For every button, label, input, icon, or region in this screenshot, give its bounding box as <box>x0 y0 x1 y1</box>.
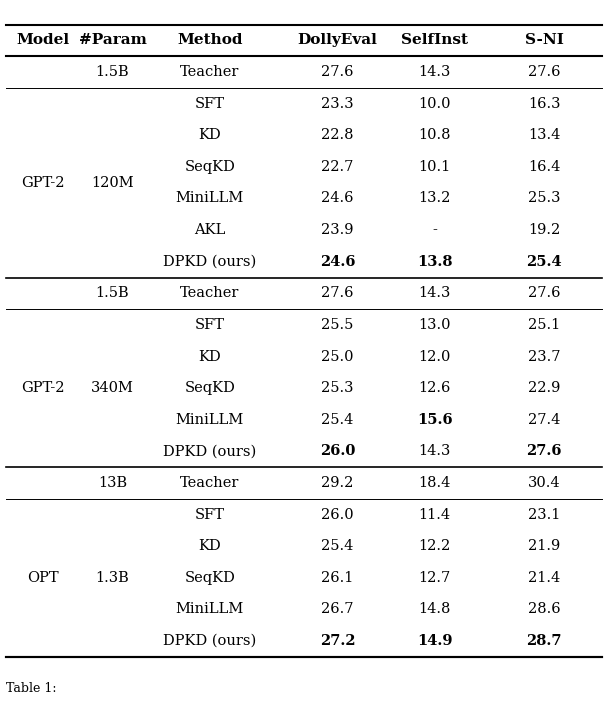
Text: 27.2: 27.2 <box>320 634 355 648</box>
Text: 14.8: 14.8 <box>418 603 451 617</box>
Text: 14.3: 14.3 <box>418 287 451 301</box>
Text: SFT: SFT <box>195 96 225 111</box>
Text: Model: Model <box>16 34 69 47</box>
Text: 13.2: 13.2 <box>418 191 451 206</box>
Text: DPKD (ours): DPKD (ours) <box>163 255 257 269</box>
Text: SeqKD: SeqKD <box>184 571 235 585</box>
Text: 12.6: 12.6 <box>418 381 451 395</box>
Text: 24.6: 24.6 <box>320 255 355 269</box>
Text: SeqKD: SeqKD <box>184 381 235 395</box>
Text: KD: KD <box>198 128 221 142</box>
Text: S-NI: S-NI <box>525 34 564 47</box>
Text: 21.4: 21.4 <box>528 571 561 585</box>
Text: 12.0: 12.0 <box>418 350 451 363</box>
Text: 26.7: 26.7 <box>321 603 354 617</box>
Text: 15.6: 15.6 <box>417 413 452 427</box>
Text: 14.3: 14.3 <box>418 65 451 79</box>
Text: 24.6: 24.6 <box>321 191 354 206</box>
Text: 25.5: 25.5 <box>321 318 354 332</box>
Text: KD: KD <box>198 539 221 553</box>
Text: 13.4: 13.4 <box>528 128 561 142</box>
Text: 18.4: 18.4 <box>418 476 451 490</box>
Text: Teacher: Teacher <box>180 476 240 490</box>
Text: 27.6: 27.6 <box>528 287 561 301</box>
Text: 28.6: 28.6 <box>528 603 561 617</box>
Text: 22.7: 22.7 <box>321 160 354 174</box>
Text: OPT: OPT <box>27 571 58 585</box>
Text: GPT-2: GPT-2 <box>21 381 64 395</box>
Text: MiniLLM: MiniLLM <box>176 191 244 206</box>
Text: Method: Method <box>177 34 243 47</box>
Text: 26.0: 26.0 <box>320 444 355 458</box>
Text: SFT: SFT <box>195 318 225 332</box>
Text: 25.1: 25.1 <box>528 318 561 332</box>
Text: 120M: 120M <box>91 176 134 189</box>
Text: 19.2: 19.2 <box>528 223 561 237</box>
Text: 25.4: 25.4 <box>321 413 354 427</box>
Text: 16.3: 16.3 <box>528 96 561 111</box>
Text: 16.4: 16.4 <box>528 160 561 174</box>
Text: SFT: SFT <box>195 508 225 522</box>
Text: 30.4: 30.4 <box>528 476 561 490</box>
Text: 27.6: 27.6 <box>321 65 354 79</box>
Text: 13.0: 13.0 <box>418 318 451 332</box>
Text: MiniLLM: MiniLLM <box>176 603 244 617</box>
Text: SeqKD: SeqKD <box>184 160 235 174</box>
Text: AKL: AKL <box>194 223 226 237</box>
Text: 25.3: 25.3 <box>321 381 354 395</box>
Text: 13B: 13B <box>98 476 127 490</box>
Text: 340M: 340M <box>91 381 134 395</box>
Text: 23.1: 23.1 <box>528 508 561 522</box>
Text: Table 1:: Table 1: <box>6 682 57 695</box>
Text: 23.3: 23.3 <box>321 96 354 111</box>
Text: Teacher: Teacher <box>180 65 240 79</box>
Text: DollyEval: DollyEval <box>297 34 378 47</box>
Text: DPKD (ours): DPKD (ours) <box>163 444 257 458</box>
Text: 27.6: 27.6 <box>528 65 561 79</box>
Text: 27.6: 27.6 <box>527 444 562 458</box>
Text: 23.7: 23.7 <box>528 350 561 363</box>
Text: 14.9: 14.9 <box>417 634 452 648</box>
Text: #Param: #Param <box>78 34 147 47</box>
Text: 10.1: 10.1 <box>418 160 451 174</box>
Text: -: - <box>432 223 437 237</box>
Text: 13.8: 13.8 <box>417 255 452 269</box>
Text: MiniLLM: MiniLLM <box>176 413 244 427</box>
Text: 12.2: 12.2 <box>418 539 451 553</box>
Text: 22.8: 22.8 <box>321 128 354 142</box>
Text: 1.5B: 1.5B <box>95 287 130 301</box>
Text: 10.0: 10.0 <box>418 96 451 111</box>
Text: 26.0: 26.0 <box>321 508 354 522</box>
Text: 1.5B: 1.5B <box>95 65 130 79</box>
Text: 26.1: 26.1 <box>321 571 354 585</box>
Text: 23.9: 23.9 <box>321 223 354 237</box>
Text: GPT-2: GPT-2 <box>21 176 64 189</box>
Text: 1.3B: 1.3B <box>95 571 130 585</box>
Text: 21.9: 21.9 <box>528 539 561 553</box>
Text: 27.4: 27.4 <box>528 413 561 427</box>
Text: SelfInst: SelfInst <box>401 34 468 47</box>
Text: 12.7: 12.7 <box>418 571 451 585</box>
Text: Teacher: Teacher <box>180 287 240 301</box>
Text: 25.4: 25.4 <box>321 539 354 553</box>
Text: DPKD (ours): DPKD (ours) <box>163 634 257 648</box>
Text: 25.4: 25.4 <box>527 255 562 269</box>
Text: 14.3: 14.3 <box>418 444 451 458</box>
Text: 25.3: 25.3 <box>528 191 561 206</box>
Text: 29.2: 29.2 <box>321 476 354 490</box>
Text: 10.8: 10.8 <box>418 128 451 142</box>
Text: KD: KD <box>198 350 221 363</box>
Text: 28.7: 28.7 <box>527 634 562 648</box>
Text: 11.4: 11.4 <box>419 508 451 522</box>
Text: 25.0: 25.0 <box>321 350 354 363</box>
Text: 22.9: 22.9 <box>528 381 561 395</box>
Text: 27.6: 27.6 <box>321 287 354 301</box>
